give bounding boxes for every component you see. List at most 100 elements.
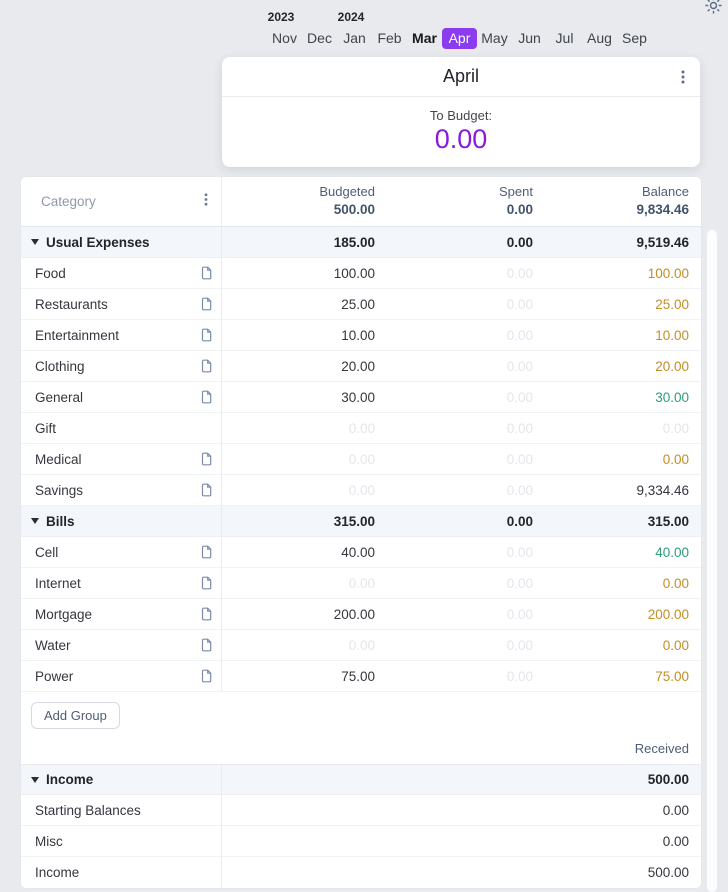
month-jan[interactable]: Jan <box>343 30 366 46</box>
balance-amount[interactable]: 0.00 <box>662 637 689 653</box>
group-row[interactable]: Bills 315.00 0.00 315.00 <box>21 506 701 537</box>
balance-amount[interactable]: 100.00 <box>647 265 689 281</box>
budgeted-amount[interactable]: 10.00 <box>341 327 375 343</box>
category-name[interactable]: Cell <box>35 544 59 560</box>
month-aug[interactable]: Aug <box>587 30 612 46</box>
spent-amount[interactable]: 0.00 <box>506 575 533 591</box>
category-name[interactable]: Gift <box>35 420 57 436</box>
note-icon[interactable] <box>201 607 212 621</box>
to-budget-value[interactable]: 0.00 <box>434 124 488 154</box>
spent-amount[interactable]: 0.00 <box>506 420 533 436</box>
note-icon[interactable] <box>201 452 212 466</box>
collapse-triangle-icon[interactable] <box>31 518 39 524</box>
budgeted-amount[interactable]: 0.00 <box>348 637 375 653</box>
month-jun[interactable]: Jun <box>518 30 541 46</box>
balance-amount[interactable]: 20.00 <box>655 358 689 374</box>
collapse-triangle-icon[interactable] <box>31 776 39 783</box>
collapse-triangle-icon[interactable] <box>31 239 39 245</box>
note-icon[interactable] <box>201 576 212 590</box>
category-name[interactable]: General <box>35 389 84 405</box>
spent-amount[interactable]: 0.00 <box>506 296 533 312</box>
budgeted-amount[interactable]: 0.00 <box>348 420 375 436</box>
spent-amount[interactable]: 0.00 <box>506 544 533 560</box>
budgeted-amount[interactable]: 20.00 <box>341 358 375 374</box>
category-menu-kebab-icon[interactable] <box>204 192 208 211</box>
income-category-name[interactable]: Income <box>35 865 80 880</box>
balance-amount[interactable]: 30.00 <box>655 389 689 405</box>
income-group-received: 500.00 <box>647 772 689 787</box>
category-name[interactable]: Water <box>35 637 71 653</box>
category-name[interactable]: Clothing <box>35 358 85 374</box>
category-name[interactable]: Food <box>35 265 66 281</box>
received-amount: 0.00 <box>662 802 689 818</box>
category-name[interactable]: Internet <box>35 575 81 591</box>
month-apr[interactable]: Apr <box>442 28 477 49</box>
month-sep[interactable]: Sep <box>622 30 647 46</box>
spent-amount[interactable]: 0.00 <box>506 637 533 653</box>
vertical-scrollbar-thumb[interactable] <box>707 230 717 892</box>
spent-amount[interactable]: 0.00 <box>506 389 533 405</box>
spent-amount[interactable]: 0.00 <box>506 358 533 374</box>
month-nov[interactable]: Nov <box>272 30 297 46</box>
note-icon[interactable] <box>201 266 212 280</box>
note-icon[interactable] <box>201 545 212 559</box>
budgeted-amount[interactable]: 100.00 <box>333 265 375 281</box>
budgeted-amount[interactable]: 40.00 <box>341 544 375 560</box>
note-icon[interactable] <box>201 638 212 652</box>
balance-total: 9,834.46 <box>636 202 689 218</box>
budgeted-amount[interactable]: 0.00 <box>348 482 375 498</box>
note-icon[interactable] <box>201 669 212 683</box>
balance-amount[interactable]: 9,334.46 <box>636 482 689 498</box>
balance-amount[interactable]: 10.00 <box>655 327 689 343</box>
budgeted-amount[interactable]: 75.00 <box>341 668 375 684</box>
spent-amount[interactable]: 0.00 <box>506 482 533 498</box>
balance-amount[interactable]: 40.00 <box>655 544 689 560</box>
spent-amount[interactable]: 0.00 <box>506 451 533 467</box>
note-icon[interactable] <box>201 297 212 311</box>
note-icon[interactable] <box>201 483 212 497</box>
category-name[interactable]: Entertainment <box>35 327 120 343</box>
group-budgeted: 185.00 <box>333 234 375 250</box>
category-name[interactable]: Medical <box>35 451 82 467</box>
income-category-name[interactable]: Starting Balances <box>35 802 141 818</box>
budgeted-amount[interactable]: 0.00 <box>348 575 375 591</box>
month-jul[interactable]: Jul <box>555 30 574 46</box>
spent-amount[interactable]: 0.00 <box>506 327 533 343</box>
month-dec[interactable]: Dec <box>307 30 332 46</box>
category-name[interactable]: Restaurants <box>35 296 108 312</box>
month-may[interactable]: May <box>481 30 508 46</box>
budgeted-amount[interactable]: 25.00 <box>341 296 375 312</box>
balance-amount[interactable]: 200.00 <box>647 606 689 622</box>
income-group-row[interactable]: Income 500.00 <box>21 764 701 795</box>
budgeted-amount[interactable]: 200.00 <box>333 606 375 622</box>
balance-amount[interactable]: 75.00 <box>655 668 689 684</box>
note-icon[interactable] <box>201 328 212 342</box>
balance-amount[interactable]: 25.00 <box>655 296 689 312</box>
spent-amount[interactable]: 0.00 <box>506 668 533 684</box>
spent-amount[interactable]: 0.00 <box>506 265 533 281</box>
note-icon[interactable] <box>201 390 212 404</box>
category-name-cell: Restaurants <box>21 289 222 319</box>
category-row: Gift 0.00 0.00 0.00 <box>21 413 701 444</box>
category-name-cell: Internet <box>21 568 222 598</box>
group-row[interactable]: Usual Expenses 185.00 0.00 9,519.46 <box>21 227 701 258</box>
budgeted-amount[interactable]: 30.00 <box>341 389 375 405</box>
balance-amount[interactable]: 0.00 <box>662 575 689 591</box>
budget-table: Category Budgeted 500.00 Spent 0.00 Bala… <box>20 176 702 889</box>
balance-amount[interactable]: 0.00 <box>662 420 689 436</box>
category-row: General 30.00 0.00 30.00 <box>21 382 701 413</box>
spent-amount[interactable]: 0.00 <box>506 606 533 622</box>
sun-icon[interactable] <box>705 0 722 19</box>
month-feb[interactable]: Feb <box>377 30 402 46</box>
budgeted-amount[interactable]: 0.00 <box>348 451 375 467</box>
month-mar[interactable]: Mar <box>412 30 437 46</box>
income-category-row: Income 500.00 <box>21 857 701 888</box>
add-group-button[interactable]: Add Group <box>31 702 120 729</box>
category-name[interactable]: Power <box>35 668 74 684</box>
income-category-name[interactable]: Misc <box>35 833 63 849</box>
category-name[interactable]: Mortgage <box>35 606 93 622</box>
note-icon[interactable] <box>201 359 212 373</box>
month-menu-kebab-icon[interactable] <box>681 70 685 89</box>
balance-amount[interactable]: 0.00 <box>662 451 689 467</box>
category-name[interactable]: Savings <box>35 482 84 498</box>
